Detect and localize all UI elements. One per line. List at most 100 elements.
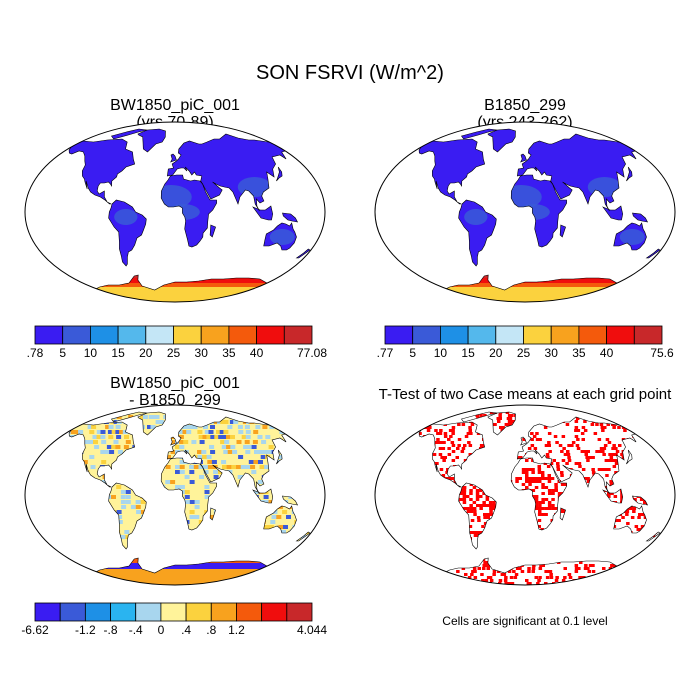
significant-cell — [538, 507, 542, 510]
coastline-japan — [626, 449, 633, 465]
difference-cell — [124, 530, 130, 534]
colorbar-2-label: 10 — [434, 346, 448, 360]
significant-cell — [450, 441, 455, 444]
significant-cell — [567, 444, 571, 447]
significant-cell — [578, 465, 582, 468]
difference-cell — [120, 535, 126, 539]
difference-cell — [203, 470, 209, 474]
significant-cell — [531, 570, 535, 573]
difference-cell — [269, 425, 275, 429]
difference-cell — [175, 485, 180, 489]
significant-cell — [446, 468, 450, 471]
colorbar-3-box — [185, 602, 212, 622]
land-greenland — [137, 129, 166, 152]
significant-cell — [486, 516, 490, 519]
difference-cell — [262, 425, 268, 429]
significant-cell — [507, 570, 512, 573]
significant-cell — [525, 486, 529, 489]
difference-cell — [191, 440, 197, 444]
significant-cell — [469, 432, 473, 435]
significant-cell — [561, 459, 566, 462]
difference-cell — [100, 430, 106, 434]
significant-cell — [473, 576, 478, 579]
coastline-indonesia — [602, 205, 624, 221]
significant-cell — [489, 510, 493, 513]
difference-cell — [104, 450, 110, 454]
difference-cell — [107, 430, 113, 434]
significant-cell — [550, 477, 555, 480]
significant-cell — [530, 432, 534, 435]
significant-cell — [469, 582, 473, 585]
coastline-africa — [510, 457, 568, 531]
significant-cell — [597, 468, 602, 471]
difference-cell — [88, 440, 94, 444]
coastline-south-america — [458, 199, 497, 267]
significant-cell — [506, 417, 511, 420]
significant-cell — [612, 417, 616, 420]
significant-cell — [603, 426, 607, 429]
significant-cell — [509, 420, 514, 423]
significant-cell — [482, 501, 486, 504]
significant-cell — [602, 447, 607, 450]
significant-cell — [601, 576, 605, 579]
significant-cell — [458, 582, 462, 585]
significant-cell — [477, 567, 481, 570]
significant-cell — [544, 570, 548, 573]
difference-cell — [140, 500, 146, 504]
significant-cell — [544, 507, 549, 510]
difference-cell — [265, 435, 271, 439]
difference-cell — [268, 445, 274, 449]
significant-cell — [607, 492, 611, 495]
significant-cell — [641, 513, 645, 516]
significant-cell — [464, 573, 468, 576]
significant-cell — [462, 486, 467, 489]
difference-cell — [117, 515, 123, 519]
significant-cell — [475, 414, 479, 417]
difference-cell — [101, 460, 107, 464]
difference-cell — [140, 510, 146, 514]
difference-cell — [236, 440, 242, 444]
significant-cell — [486, 576, 491, 579]
significant-cell — [577, 567, 581, 570]
significant-cell — [572, 582, 577, 585]
coastline-madagascar — [209, 224, 216, 238]
significant-cell — [574, 462, 579, 465]
coastline-south-america — [458, 482, 497, 550]
significant-cell — [459, 492, 463, 495]
significant-cell — [423, 567, 427, 570]
coastline-arctic-islands — [460, 411, 498, 423]
significant-cell — [476, 504, 480, 507]
significant-cell — [560, 483, 565, 486]
significant-cell — [519, 456, 523, 459]
significant-cell — [481, 525, 485, 528]
significant-cell — [471, 570, 475, 573]
coastline-madagascar — [559, 507, 566, 521]
significant-cell — [549, 576, 554, 579]
significant-cell — [528, 582, 532, 585]
significant-cell — [626, 522, 630, 525]
significant-cell — [583, 429, 588, 432]
colorbar-3-label: .8 — [206, 623, 216, 637]
significant-cell — [473, 570, 477, 573]
difference-cell — [210, 435, 216, 439]
coastline-africa — [160, 174, 218, 248]
significant-cell — [561, 579, 566, 582]
significant-cell — [614, 453, 618, 456]
colorbar-2-box — [578, 325, 608, 345]
difference-cell — [94, 445, 100, 449]
significant-cell — [489, 504, 493, 507]
significant-cell — [535, 438, 540, 441]
difference-cell — [207, 460, 213, 464]
difference-cell — [74, 430, 80, 434]
difference-cell — [192, 425, 198, 429]
shade-patch — [114, 209, 138, 225]
significant-cell — [551, 504, 555, 507]
significant-cell — [606, 573, 610, 576]
difference-cell — [199, 475, 205, 479]
difference-cell — [270, 520, 276, 524]
difference-cell — [179, 470, 185, 474]
difference-cell — [113, 440, 119, 444]
significant-cell — [537, 471, 542, 474]
difference-cell — [259, 415, 265, 419]
significant-cell — [612, 564, 616, 567]
